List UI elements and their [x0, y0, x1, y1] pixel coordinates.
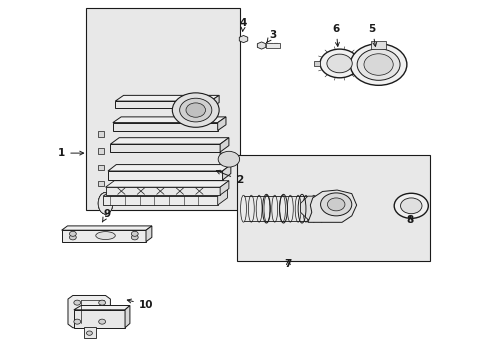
Polygon shape [239, 36, 247, 42]
Polygon shape [61, 230, 146, 242]
Circle shape [99, 300, 105, 305]
Bar [98, 148, 104, 154]
Polygon shape [222, 165, 230, 180]
Polygon shape [146, 226, 152, 242]
Text: 9: 9 [102, 209, 110, 222]
Bar [86, 8, 239, 211]
Ellipse shape [98, 193, 113, 214]
Bar [242, 195, 329, 222]
Bar [83, 327, 96, 338]
Polygon shape [110, 144, 220, 152]
Bar [237, 155, 429, 261]
Circle shape [393, 193, 427, 219]
Polygon shape [210, 95, 219, 108]
Ellipse shape [279, 195, 285, 222]
Circle shape [86, 331, 92, 335]
Circle shape [327, 198, 344, 211]
Ellipse shape [310, 195, 316, 222]
Bar [98, 165, 104, 170]
Circle shape [131, 235, 138, 240]
Circle shape [69, 231, 76, 236]
Ellipse shape [96, 231, 115, 239]
Polygon shape [108, 171, 222, 180]
Polygon shape [300, 196, 320, 220]
Ellipse shape [264, 195, 269, 222]
Polygon shape [220, 153, 239, 164]
Ellipse shape [98, 193, 113, 214]
Bar [314, 61, 320, 66]
Circle shape [131, 231, 138, 236]
Circle shape [320, 193, 351, 216]
Polygon shape [110, 138, 228, 144]
Text: 4: 4 [239, 18, 247, 31]
Polygon shape [113, 123, 217, 131]
Ellipse shape [303, 195, 308, 222]
Bar [98, 131, 104, 137]
Circle shape [74, 319, 81, 324]
Polygon shape [68, 296, 110, 328]
Circle shape [218, 151, 239, 167]
Circle shape [179, 98, 211, 122]
Polygon shape [105, 181, 228, 187]
Polygon shape [257, 42, 265, 49]
Polygon shape [307, 190, 356, 222]
Text: 6: 6 [332, 24, 339, 46]
Ellipse shape [256, 195, 262, 222]
Ellipse shape [271, 195, 277, 222]
Polygon shape [61, 226, 152, 230]
Ellipse shape [240, 195, 246, 222]
Polygon shape [108, 165, 230, 171]
Text: 10: 10 [127, 299, 153, 310]
Polygon shape [115, 101, 210, 108]
Circle shape [74, 300, 81, 305]
Polygon shape [217, 117, 225, 131]
Polygon shape [74, 306, 130, 310]
Circle shape [99, 319, 105, 324]
Ellipse shape [98, 193, 113, 214]
Polygon shape [220, 181, 228, 195]
Text: 1: 1 [58, 148, 83, 158]
Ellipse shape [318, 195, 324, 222]
Text: 7: 7 [284, 259, 291, 269]
Text: 8: 8 [406, 215, 413, 225]
Bar [370, 41, 386, 49]
Polygon shape [220, 138, 228, 152]
Text: 3: 3 [266, 30, 276, 42]
Circle shape [356, 49, 399, 80]
Circle shape [69, 235, 76, 240]
Polygon shape [113, 117, 225, 123]
Polygon shape [105, 187, 220, 195]
Circle shape [363, 54, 392, 75]
Text: 2: 2 [216, 170, 243, 185]
Circle shape [172, 93, 219, 127]
Ellipse shape [295, 195, 301, 222]
Circle shape [349, 44, 406, 85]
Circle shape [320, 49, 358, 78]
Circle shape [185, 103, 205, 117]
Polygon shape [217, 189, 227, 205]
Ellipse shape [248, 195, 254, 222]
Circle shape [326, 54, 351, 73]
Bar [266, 43, 280, 48]
Polygon shape [74, 310, 125, 328]
Circle shape [400, 198, 421, 214]
Ellipse shape [287, 195, 293, 222]
Bar [98, 181, 104, 186]
Polygon shape [103, 189, 227, 196]
Ellipse shape [98, 193, 113, 214]
Polygon shape [103, 196, 217, 205]
Text: 5: 5 [368, 24, 376, 46]
Polygon shape [115, 95, 219, 101]
Polygon shape [125, 306, 130, 328]
